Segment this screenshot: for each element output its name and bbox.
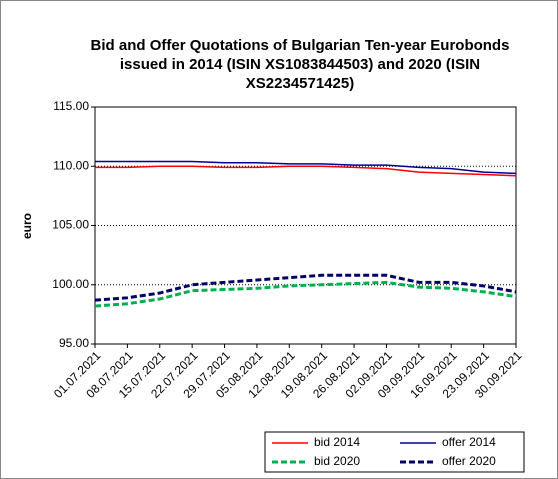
chart-title: issued in 2014 (ISIN XS1083844503) and 2… [120, 56, 480, 73]
plot-area [94, 106, 517, 345]
y-tick-label: 115.00 [53, 99, 89, 113]
y-tick-label: 110.00 [53, 158, 89, 172]
y-axis-label: euro [20, 213, 34, 239]
series-line [94, 280, 517, 308]
legend-label: offer 2014 [442, 435, 496, 449]
legend-label: offer 2020 [442, 454, 496, 468]
y-tick-label: 100.00 [52, 277, 89, 291]
legend-label: bid 2014 [314, 435, 360, 449]
series-line [94, 273, 517, 302]
series-line [95, 160, 517, 175]
legend-box [264, 431, 525, 473]
chart-title: XS2234571425) [246, 75, 354, 92]
y-tick-label: 95.00 [59, 336, 89, 350]
legend-label: bid 2020 [314, 454, 360, 468]
y-tick-label: 105.00 [52, 218, 89, 232]
series-line [95, 165, 517, 177]
chart-title: Bid and Offer Quotations of Bulgarian Te… [91, 37, 510, 54]
